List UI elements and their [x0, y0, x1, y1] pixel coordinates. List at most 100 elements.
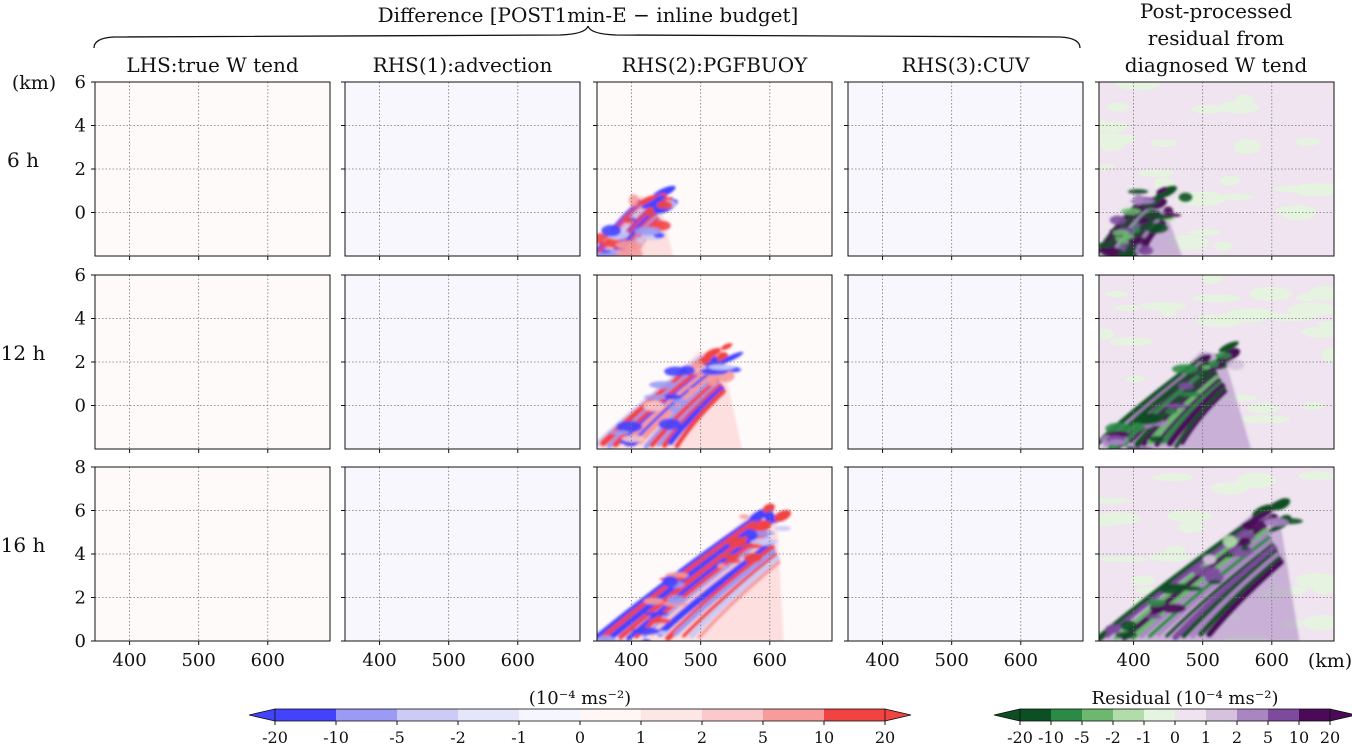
resid-bg-blob: [1105, 290, 1129, 298]
feature-blob: [647, 618, 672, 624]
feature-blob: [658, 418, 682, 430]
feature-blob: [1149, 435, 1164, 443]
feature-blob: [673, 398, 689, 405]
x-tick-label: 500: [683, 650, 717, 671]
feature-band: [673, 549, 777, 637]
feature-band: [667, 385, 725, 446]
feature-blob: [1165, 409, 1178, 415]
resid-bg-blob: [1296, 293, 1316, 302]
colorbar-swatch: [1020, 709, 1052, 721]
resid-bg-blob: [1191, 104, 1225, 114]
feature-blob: [668, 404, 679, 413]
feature-blob: [1099, 242, 1112, 248]
panel-r2-c3: 400 500 600: [844, 466, 1084, 671]
feature-bands: [1099, 498, 1303, 641]
x-tick-label: 500: [431, 650, 465, 671]
x-tick-label: 400: [614, 650, 648, 671]
feature-blob: [1115, 631, 1138, 639]
right-title-line-2: residual from: [1148, 26, 1284, 50]
feature-blob: [1160, 603, 1186, 614]
feature-blob: [592, 453, 611, 464]
colorbar-extend-min: [248, 708, 276, 722]
panel-field-r1-c2: [592, 275, 832, 464]
resid-bg-blob: [1302, 614, 1334, 631]
feature-core: [1272, 498, 1291, 511]
colorbar-tick-label: -1: [1136, 728, 1152, 746]
feature-band: [1165, 542, 1275, 638]
y-tick-label: 0: [75, 203, 86, 224]
panel-r2-c4: 400 500 600: [1095, 466, 1335, 671]
colorbar-tick-label: -5: [389, 728, 405, 746]
km-label-bottom: (km): [1308, 650, 1352, 672]
row-label-2: 16 h: [1, 533, 46, 557]
panel-field-r0-c4: [1099, 82, 1334, 256]
panel-r0-c1: RHS(1):advection: [341, 53, 581, 260]
panel-r1-c3: [844, 274, 1084, 453]
x-tick-label: 500: [181, 650, 215, 671]
resid-bg-blob: [1165, 546, 1186, 553]
feature-band: [649, 378, 720, 448]
resid-bg-blob: [1113, 304, 1141, 312]
panel-field-r1-c4: [1099, 275, 1334, 458]
colorbar-swatch: [1299, 709, 1331, 721]
feature-blob: [1145, 214, 1174, 220]
feature-band: [681, 553, 778, 638]
y-tick-label: 6: [75, 265, 86, 286]
feature-blob: [1183, 586, 1202, 592]
feature-blob: [667, 595, 685, 605]
resid-bg-blob: [1150, 139, 1178, 148]
row-label-1: 12 h: [1, 341, 46, 365]
panel-r0-c4: [1095, 81, 1335, 260]
colorbar-swatch: [1082, 709, 1114, 721]
feature-blob: [1223, 535, 1237, 548]
resid-bg-blob: [1287, 302, 1334, 317]
feature-blob: [1112, 229, 1129, 236]
y-tick-label: 8: [75, 457, 86, 478]
feature-blob: [1109, 215, 1126, 225]
panel-r0-c2: RHS(2):PGFBUOY: [578, 53, 833, 266]
y-tick-label: 0: [75, 631, 86, 652]
feature-blob: [578, 261, 604, 266]
resid-bg-blob: [1210, 482, 1249, 495]
feature-blob: [1164, 403, 1189, 409]
panel-gridlines: [597, 467, 832, 641]
feature-blob: [750, 537, 778, 546]
x-tick-label: 400: [865, 650, 899, 671]
colorbar-swatch: [702, 709, 764, 721]
feature-blob: [743, 552, 763, 563]
x-tick-label: 400: [1116, 650, 1150, 671]
feature-blob: [643, 597, 664, 605]
resid-bg-blob: [1272, 185, 1309, 193]
feature-blob: [616, 420, 643, 433]
resid-bg-blob: [1312, 583, 1334, 595]
group-brace: [93, 25, 1081, 49]
feature-blob: [1215, 352, 1232, 359]
colorbar-swatch: [763, 709, 825, 721]
colorbar-swatch: [458, 709, 520, 721]
feature-blob: [1129, 199, 1155, 204]
panel-gridlines: [597, 82, 832, 256]
feature-blob: [775, 525, 792, 532]
feature-blob: [1146, 598, 1166, 607]
right-title-line-1: Post-processed: [1140, 0, 1293, 23]
feature-blob: [738, 514, 749, 519]
feature-blob: [707, 375, 718, 387]
resid-bg-blob: [1115, 82, 1162, 91]
resid-bg-blob: [1302, 401, 1324, 411]
feature-blob: [1134, 454, 1146, 458]
feature-core: [635, 195, 657, 207]
resid-bg-blob: [1099, 512, 1141, 525]
colorbar-swatch: [1237, 709, 1269, 721]
feature-band: [624, 366, 714, 446]
feature-blob: [616, 248, 643, 256]
resid-bg-blob: [1107, 102, 1129, 112]
panel-r2-c0: 0 2 4 6 8 400 500 600 16 h: [1, 457, 331, 671]
x-tick-label: 400: [112, 650, 146, 671]
feature-blob: [1158, 584, 1183, 594]
y-tick-label: 2: [75, 588, 86, 609]
panel-gridlines: [345, 82, 580, 256]
resid-bg-blob: [1233, 138, 1261, 155]
resid-bg-blob: [1297, 471, 1334, 481]
feature-core: [721, 343, 733, 351]
colorbar-tick-label: 2: [1232, 728, 1242, 746]
